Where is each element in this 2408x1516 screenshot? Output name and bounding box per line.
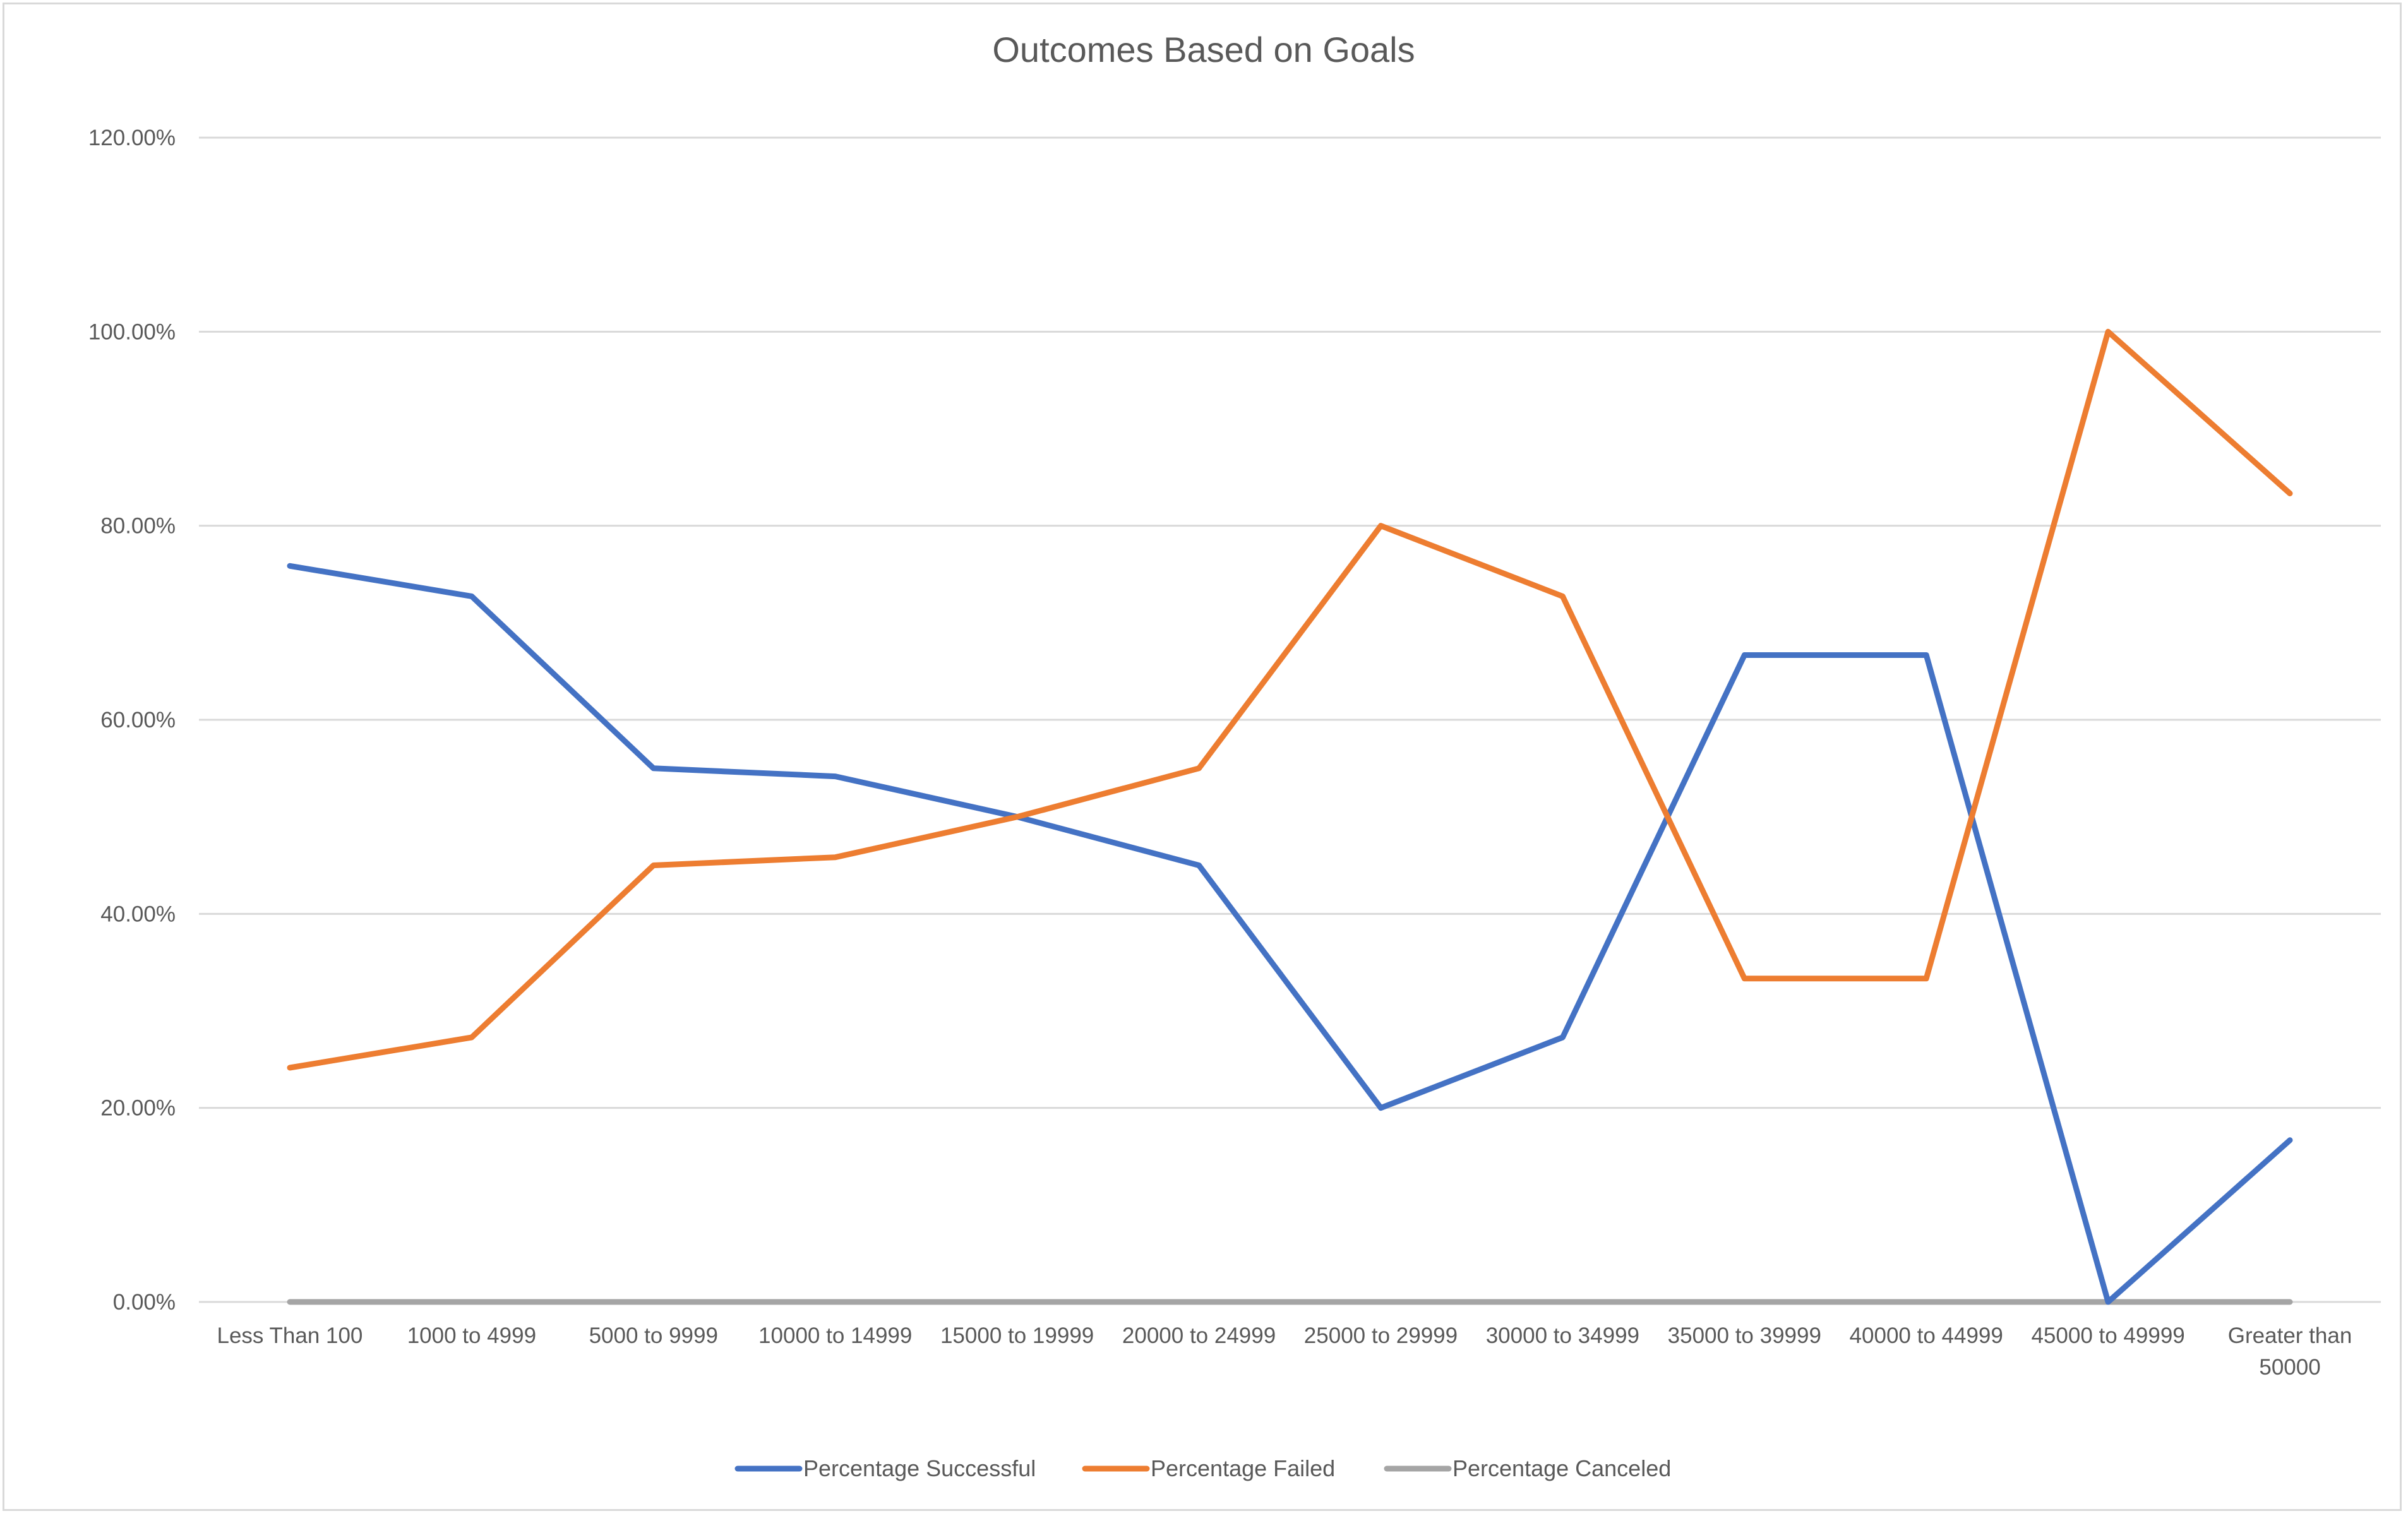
x-tick-label: 5000 to 9999 — [589, 1323, 718, 1348]
x-tick-label: 30000 to 34999 — [1486, 1323, 1639, 1348]
gridlines — [199, 136, 2381, 1303]
chart-area — [3, 3, 2402, 1511]
chart-title: Outcomes Based on Goals — [992, 30, 1415, 69]
legend-label: Percentage Canceled — [1453, 1455, 1671, 1481]
y-tick-label: 120.00% — [88, 126, 176, 150]
x-tick-label: 40000 to 44999 — [1850, 1323, 2003, 1348]
y-tick-label: 100.00% — [88, 319, 176, 344]
x-tick-label: Less Than 100 — [217, 1323, 362, 1348]
y-tick-label: 0.00% — [113, 1290, 176, 1315]
y-tick-label: 40.00% — [100, 902, 176, 926]
series-line-0 — [287, 563, 2293, 1305]
data-series — [287, 328, 2293, 1305]
x-tick-label: 1000 to 4999 — [407, 1323, 536, 1348]
legend-label: Percentage Failed — [1151, 1455, 1335, 1481]
y-tick-label: 20.00% — [100, 1096, 176, 1121]
legend: Percentage Successful Percentage Failed Pe… — [734, 1455, 1671, 1481]
x-tick-label: 15000 to 19999 — [940, 1323, 1094, 1348]
x-tick-label: 10000 to 14999 — [758, 1323, 912, 1348]
legend-label: Percentage Successful — [803, 1455, 1036, 1481]
x-tick-label: 25000 to 29999 — [1304, 1323, 1458, 1348]
y-axis-tick-labels: 0.00% 20.00% 40.00% 60.00% 80.00% 100.00% 120.… — [88, 126, 176, 1315]
x-tick-label: 45000 to 49999 — [2031, 1323, 2184, 1348]
series-line-1 — [287, 328, 2293, 1071]
y-tick-label: 80.00% — [100, 514, 176, 539]
x-tick-label: 20000 to 24999 — [1122, 1323, 1276, 1348]
x-tick-label: Greater than 50000 — [2228, 1323, 2352, 1380]
x-tick-label: 35000 to 39999 — [1668, 1323, 1821, 1348]
y-tick-label: 60.00% — [100, 708, 176, 732]
x-axis-tick-labels: Less Than 100 1000 to 4999 5000 to 9999 100… — [217, 1323, 2352, 1380]
